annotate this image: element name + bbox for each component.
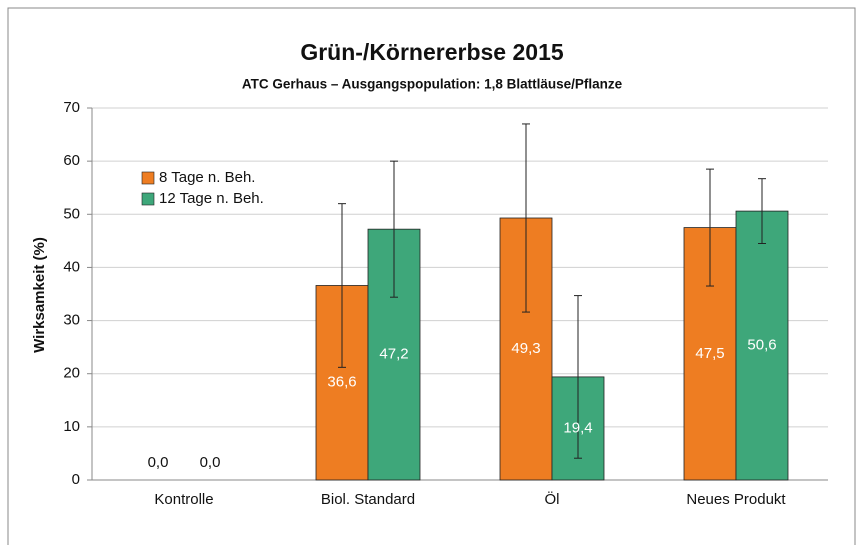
y-tick-label: 40 bbox=[63, 258, 80, 275]
y-tick-label: 50 bbox=[63, 205, 80, 222]
bar bbox=[735, 210, 789, 481]
y-axis-label: Wirksamkeit (%) bbox=[31, 237, 48, 353]
legend-swatch bbox=[141, 192, 155, 206]
value-label: 0,0 bbox=[200, 454, 221, 471]
value-label: 49,3 bbox=[511, 340, 540, 357]
y-tick-label: 20 bbox=[63, 365, 80, 382]
x-tick-label: Öl bbox=[545, 490, 560, 508]
value-label: 19,4 bbox=[563, 419, 592, 436]
value-label: 0,0 bbox=[148, 454, 169, 471]
value-label: 36,6 bbox=[327, 374, 356, 391]
y-tick-label: 10 bbox=[63, 418, 80, 435]
y-tick-label: 30 bbox=[63, 312, 80, 329]
y-tick-label: 0 bbox=[72, 471, 80, 488]
y-tick-label: 60 bbox=[63, 152, 80, 169]
chart-title: Grün-/Körnererbse 2015 bbox=[300, 39, 564, 65]
y-tick-label: 70 bbox=[63, 99, 80, 116]
x-tick-label: Neues Produkt bbox=[686, 491, 786, 508]
legend-label: 8 Tage n. Beh. bbox=[159, 169, 255, 186]
value-label: 47,2 bbox=[379, 346, 408, 363]
chart-subtitle: ATC Gerhaus – Ausgangspopulation: 1,8 Bl… bbox=[242, 77, 623, 92]
legend-swatch bbox=[141, 171, 155, 185]
legend-label: 12 Tage n. Beh. bbox=[159, 190, 264, 207]
x-tick-label: Biol. Standard bbox=[321, 491, 415, 508]
x-tick-label: Kontrolle bbox=[154, 491, 213, 508]
value-label: 47,5 bbox=[695, 345, 724, 362]
value-label: 50,6 bbox=[747, 337, 776, 354]
